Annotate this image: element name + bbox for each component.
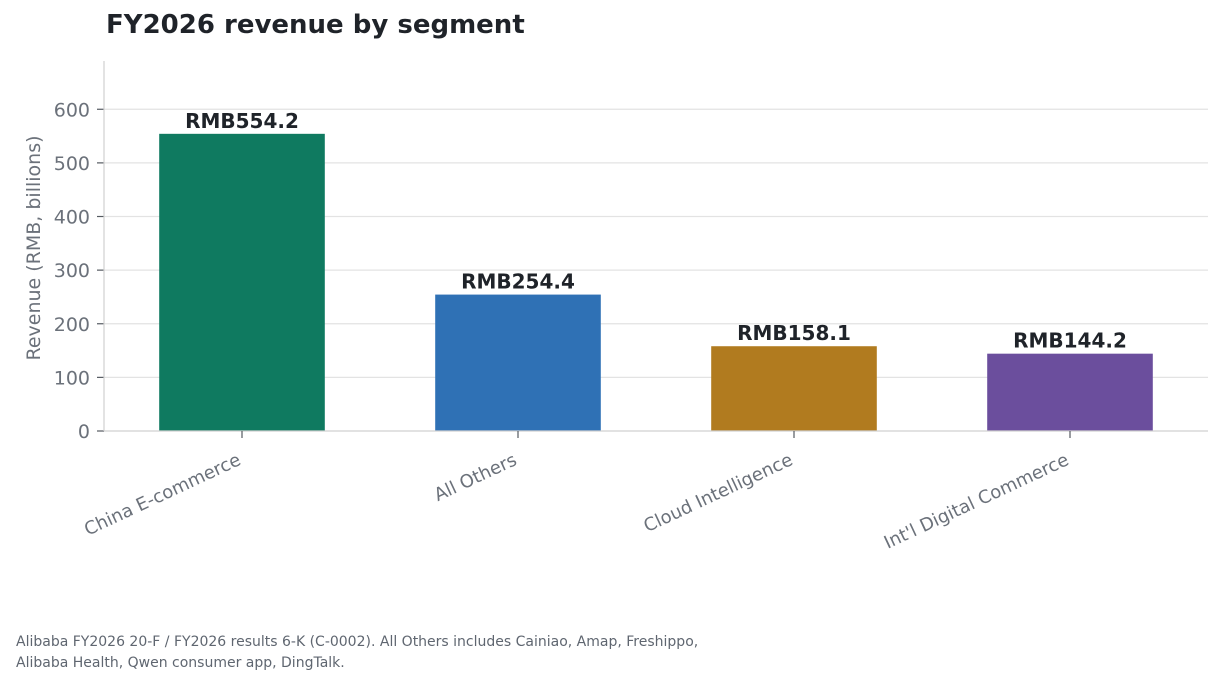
value-label-3: RMB144.2 <box>1013 329 1127 353</box>
value-label-0: RMB554.2 <box>185 109 299 133</box>
bar-1 <box>435 294 601 431</box>
category-label-3: Int'l Digital Commerce <box>881 449 1072 553</box>
category-label-2: Cloud Intelligence <box>641 449 797 536</box>
bar-3 <box>987 353 1153 431</box>
value-labels: RMB554.2 RMB254.4 RMB158.1 RMB144.2 <box>185 109 1127 353</box>
bars <box>159 133 1153 431</box>
y-tick-label-600: 600 <box>54 99 90 121</box>
source-note-line-1: Alibaba FY2026 20-F / FY2026 results 6-K… <box>16 634 699 650</box>
value-label-2: RMB158.1 <box>737 321 851 345</box>
bar-0 <box>159 133 325 431</box>
y-tick-label-400: 400 <box>54 207 90 229</box>
bar-2 <box>711 346 877 431</box>
source-note-line-2: Alibaba Health, Qwen consumer app, DingT… <box>16 655 345 671</box>
y-tick-label-200: 200 <box>54 314 90 336</box>
y-axis-label: Revenue (RMB, billions) <box>23 135 45 360</box>
category-label-0: China E-commerce <box>81 449 244 540</box>
y-tick-label-500: 500 <box>54 153 90 175</box>
source-note: Alibaba FY2026 20-F / FY2026 results 6-K… <box>16 632 776 674</box>
bar-chart: RMB554.2 RMB254.4 RMB158.1 RMB144.2 0 100 200… <box>23 61 1208 554</box>
category-label-1: All Others <box>431 449 520 505</box>
value-label-1: RMB254.4 <box>461 270 575 294</box>
y-tick-label-0: 0 <box>78 421 90 443</box>
y-tick-label-100: 100 <box>54 367 90 389</box>
chart-title: FY2026 revenue by segment <box>106 10 525 40</box>
y-tick-label-300: 300 <box>54 260 90 282</box>
